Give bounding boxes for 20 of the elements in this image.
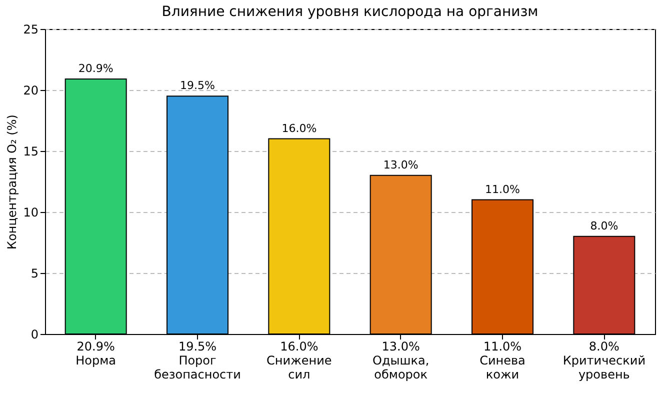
data-label: 8.0% [590,219,618,232]
chart-title: Влияние снижения уровня кислорода на организм [162,4,538,20]
data-label: 13.0% [383,158,418,172]
x-tick-label: 16.0% Снижение сил [266,340,332,382]
y-tick-label: 25 [23,22,38,36]
data-label: 16.0% [282,122,317,135]
y-tick-label: 20 [23,84,38,98]
data-label: 11.0% [485,182,520,196]
x-tick-label: 20.9% Норма [76,340,116,368]
x-tick-label: 11.0% Синева кожи [480,340,526,382]
y-tick-label: 5 [30,266,38,280]
y-tick-label: 15 [23,144,38,158]
data-label: 20.9% [78,62,114,76]
x-tick-label: 8.0% Критический уровень [562,340,646,382]
x-tick-label: 19.5% Порог безопасности [154,340,241,382]
y-axis-title: Концентрация O₂ (%) [5,114,20,250]
data-label: 19.5% [180,79,215,92]
y-tick-label: 10 [23,206,38,220]
y-tick-label: 0 [30,328,38,342]
x-tick-label: 13.0% Одышка, обморок [372,340,430,382]
